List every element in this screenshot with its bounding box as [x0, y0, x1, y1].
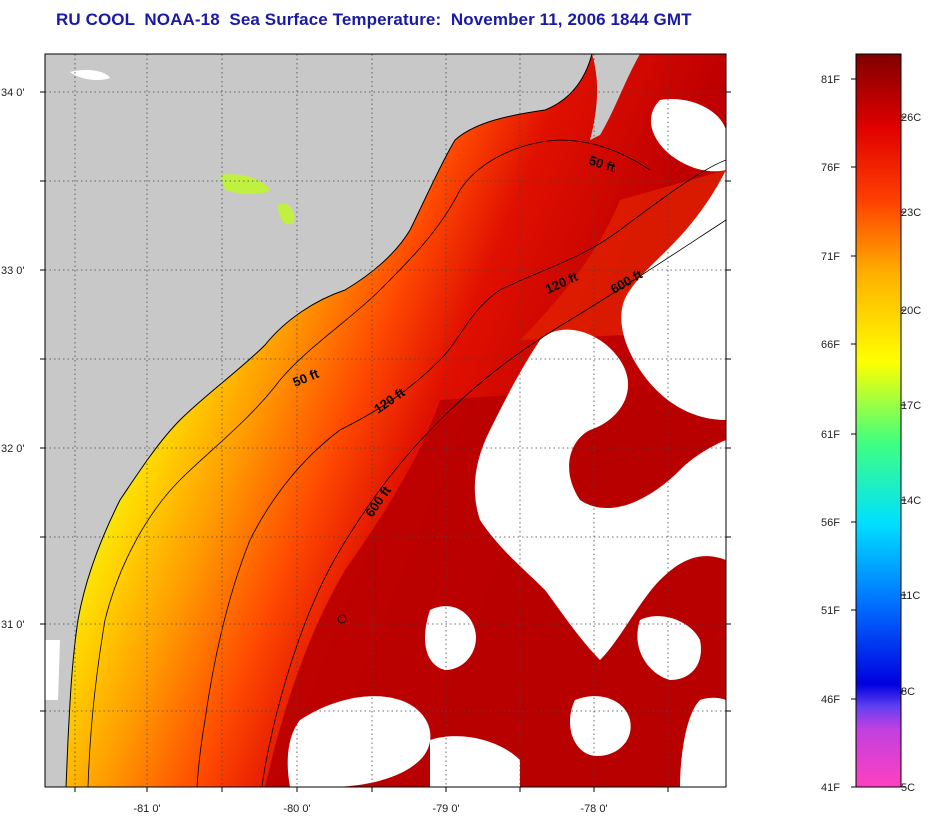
lat-tick-label: 32 0' [1, 443, 25, 455]
colorbar-f-label: 76F [821, 162, 840, 174]
colorbar-f-label: 51F [821, 605, 840, 617]
land-mass [45, 54, 592, 787]
colorbar-f-label: 66F [821, 339, 840, 351]
coastline [65, 54, 593, 787]
colorbar-c-label: 23C [901, 207, 921, 219]
colorbar-c-label: 20C [901, 305, 921, 317]
map-frame [44, 53, 727, 788]
lon-tick-label: -81 0' [133, 803, 160, 815]
contour-50ft [87, 139, 651, 787]
colorbar [856, 54, 901, 787]
lat-tick-label: 31 0' [1, 619, 25, 631]
colorbar-f-label: 81F [821, 74, 840, 86]
colorbar-c-label: 14C [901, 495, 921, 507]
lat-tick-label: 34 0' [1, 87, 25, 99]
colorbar-c-label: 11C [901, 590, 920, 602]
colorbar-f-label: 56F [821, 517, 840, 529]
colorbar-f-label: 41F [821, 782, 840, 794]
colorbar-f-label: 71F [821, 251, 840, 263]
contour-600ft [261, 219, 726, 787]
colorbar-c-label: 5C [901, 782, 915, 794]
lon-tick-label: -78 0' [580, 803, 607, 815]
page-title: RU COOL NOAA-18 Sea Surface Temperature:… [56, 10, 692, 29]
colorbar-f-label: 46F [821, 694, 840, 706]
lon-tick-label: -80 0' [283, 803, 310, 815]
cloud-mask [45, 99, 726, 787]
colorbar-c-label: 26C [901, 112, 921, 124]
colorbar-f-label: 61F [821, 429, 840, 441]
lat-lon-grid [45, 54, 726, 787]
lat-tick-label: 33 0' [1, 265, 25, 277]
contour-120ft [196, 159, 726, 787]
gulf-stream-region [265, 380, 726, 787]
lon-tick-label: -79 0' [432, 803, 459, 815]
colorbar-c-label: 8C [901, 686, 915, 698]
colorbar-c-label: 17C [901, 400, 921, 412]
